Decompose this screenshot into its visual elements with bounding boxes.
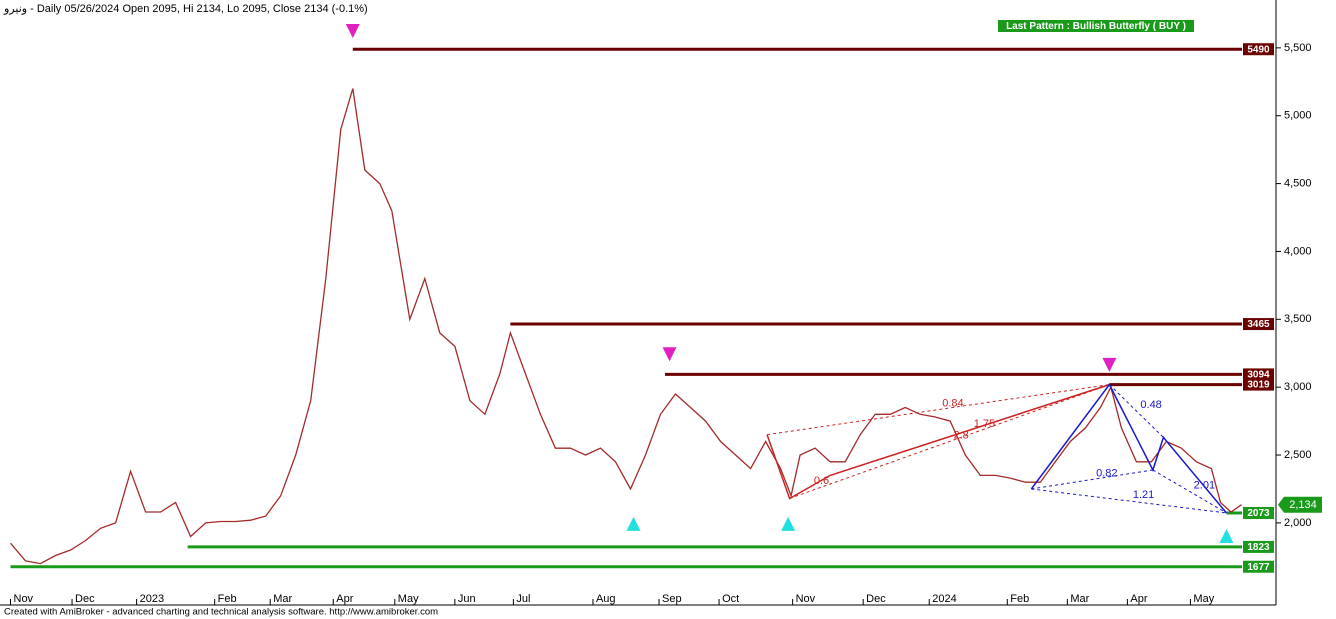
level-box — [1243, 378, 1274, 391]
x-tick-label: 2024 — [932, 593, 956, 605]
x-tick-label: Dec — [75, 593, 95, 605]
ratio-label: 1.21 — [1133, 489, 1154, 501]
x-tick-label: Jun — [458, 593, 476, 605]
y-tick-label: 3,500 — [1284, 313, 1312, 325]
pattern-dash — [789, 474, 831, 499]
ratio-label: 0.84 — [942, 398, 963, 410]
level-box — [1243, 318, 1274, 331]
level-box — [1243, 368, 1274, 381]
footer: Created with AmiBroker - advanced charti… — [4, 607, 438, 618]
level-box — [1243, 43, 1274, 56]
y-tick-label: 3,000 — [1284, 381, 1312, 393]
price-line — [10, 88, 1242, 565]
pattern-dash — [767, 384, 1110, 436]
ratio-label: 2.8 — [953, 429, 968, 441]
x-tick-label: May — [1193, 593, 1214, 605]
level-label: 3019 — [1247, 380, 1270, 391]
ratio-label: 0.48 — [1140, 399, 1161, 411]
sell-marker — [662, 347, 677, 362]
ratio-label: 1.75 — [974, 418, 995, 430]
level-box — [1243, 540, 1274, 553]
pattern-dash — [1152, 469, 1227, 514]
buy-marker — [626, 516, 641, 531]
pattern-dash — [1031, 469, 1153, 490]
last-price-box — [1278, 496, 1322, 513]
ratio-label: 0.6 — [814, 475, 829, 487]
x-tick-label: May — [398, 593, 419, 605]
ratio-label: 2.01 — [1194, 479, 1215, 491]
pattern-dash — [829, 384, 1110, 476]
y-tick-label: 4,000 — [1284, 245, 1312, 257]
x-tick-label: Nov — [796, 593, 816, 605]
x-tick-label: Mar — [1070, 593, 1089, 605]
sell-marker — [345, 23, 360, 38]
y-tick-label: 5,500 — [1284, 42, 1312, 54]
x-tick-label: Oct — [722, 593, 739, 605]
buy-marker — [1219, 528, 1234, 543]
pattern-dash — [789, 384, 1110, 499]
pattern-dash — [1031, 488, 1227, 514]
y-tick-label: 2,500 — [1284, 449, 1312, 461]
x-tick-label: 2023 — [140, 593, 164, 605]
last-price-label: 2,134 — [1289, 499, 1317, 511]
chart-title: ونیرو - Daily 05/26/2024 Open 2095, Hi 2… — [3, 3, 368, 15]
ratio-label: 0.82 — [1096, 467, 1117, 479]
x-tick-label: Nov — [14, 593, 34, 605]
x-tick-label: Mar — [273, 593, 292, 605]
x-tick-label: Dec — [866, 593, 886, 605]
pattern-box — [998, 20, 1194, 32]
x-tick-label: Sep — [662, 593, 682, 605]
level-label: 3094 — [1247, 370, 1270, 381]
x-tick-label: Feb — [1010, 593, 1029, 605]
level-box — [1243, 506, 1274, 519]
x-tick-label: Aug — [596, 593, 616, 605]
level-label: 2073 — [1247, 508, 1270, 519]
buy-marker — [781, 516, 796, 531]
level-label: 1677 — [1247, 562, 1270, 573]
x-tick-label: Apr — [336, 593, 353, 605]
pattern-label: Last Pattern : Bullish Butterfly ( BUY ) — [1006, 21, 1186, 32]
level-label: 3465 — [1247, 319, 1270, 330]
level-label: 1823 — [1247, 542, 1270, 553]
x-tick-label: Apr — [1130, 593, 1147, 605]
sell-marker — [1102, 357, 1117, 372]
x-tick-label: Feb — [218, 593, 237, 605]
y-tick-label: 5,000 — [1284, 110, 1312, 122]
level-box — [1243, 560, 1274, 573]
level-label: 5490 — [1247, 44, 1270, 55]
x-tick-label: Jul — [516, 593, 530, 605]
y-tick-label: 4,500 — [1284, 177, 1312, 189]
pattern-dash — [1109, 384, 1164, 438]
y-tick-label: 2,000 — [1284, 517, 1312, 529]
